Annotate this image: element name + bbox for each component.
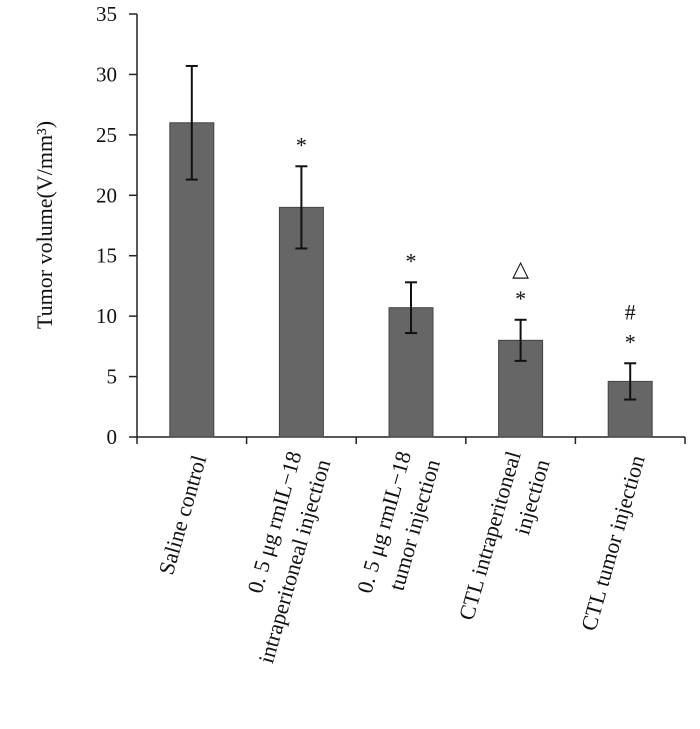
significance-mark: △ — [512, 256, 529, 281]
x-tick-label-group: CTL tumor injection — [576, 452, 650, 633]
y-tick-label: 30 — [96, 62, 117, 86]
x-tick-label: Saline control — [153, 452, 211, 577]
y-tick-label: 25 — [96, 123, 117, 147]
x-tick-label: CTL tumor injection — [576, 452, 650, 633]
y-tick-label: 35 — [96, 2, 117, 26]
y-tick-label: 20 — [96, 183, 117, 207]
y-tick-label: 10 — [96, 304, 117, 328]
y-axis-label: Tumor volume(V/mm³) — [32, 121, 57, 329]
significance-mark: # — [625, 299, 636, 324]
significance-mark: * — [515, 286, 526, 311]
y-tick-label: 15 — [96, 244, 117, 268]
bar — [169, 122, 215, 438]
y-tick-label: 5 — [107, 365, 118, 389]
significance-mark: * — [406, 248, 417, 273]
x-tick-label-group: Saline control — [153, 452, 211, 577]
significance-mark: * — [296, 132, 307, 157]
significance-mark: * — [625, 329, 636, 354]
y-tick-label: 0 — [107, 425, 118, 449]
x-tick-label: CTL intraperitoneal — [454, 448, 526, 623]
